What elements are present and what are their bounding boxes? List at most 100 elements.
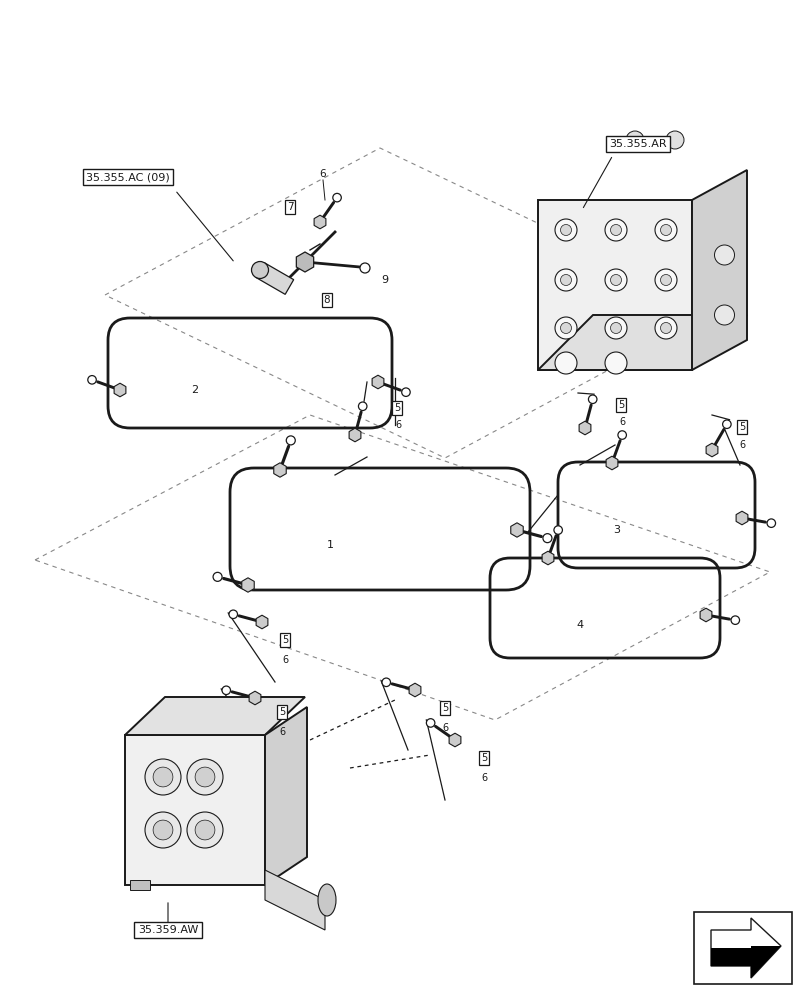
Circle shape: [213, 572, 222, 581]
Text: 5: 5: [442, 703, 448, 713]
Circle shape: [731, 616, 739, 624]
Text: 35.359.AW: 35.359.AW: [138, 925, 198, 935]
Circle shape: [427, 719, 435, 727]
Polygon shape: [692, 170, 747, 370]
Polygon shape: [265, 870, 325, 930]
Polygon shape: [256, 615, 268, 629]
Text: 1: 1: [326, 540, 334, 550]
Polygon shape: [579, 421, 591, 435]
Polygon shape: [274, 463, 286, 477]
Text: 6: 6: [279, 727, 285, 737]
Text: 5: 5: [279, 707, 285, 717]
Circle shape: [153, 767, 173, 787]
Circle shape: [333, 193, 341, 202]
Polygon shape: [511, 523, 524, 537]
Circle shape: [360, 263, 370, 273]
Circle shape: [767, 519, 776, 527]
Circle shape: [359, 402, 367, 411]
Polygon shape: [125, 697, 305, 735]
Polygon shape: [297, 252, 314, 272]
Circle shape: [187, 759, 223, 795]
Text: 9: 9: [381, 275, 389, 285]
Circle shape: [251, 261, 268, 278]
Text: 6: 6: [282, 655, 288, 665]
Circle shape: [555, 352, 577, 374]
Polygon shape: [606, 456, 618, 470]
Polygon shape: [349, 428, 361, 442]
Polygon shape: [314, 215, 326, 229]
Polygon shape: [736, 511, 748, 525]
Circle shape: [195, 767, 215, 787]
Polygon shape: [409, 683, 421, 697]
Polygon shape: [700, 608, 712, 622]
Text: 2: 2: [191, 385, 199, 395]
Text: 5: 5: [618, 400, 624, 410]
Circle shape: [605, 317, 627, 339]
Circle shape: [543, 534, 552, 543]
Text: 6: 6: [481, 773, 487, 783]
Circle shape: [611, 225, 621, 235]
Text: 4: 4: [576, 620, 583, 630]
Polygon shape: [538, 200, 692, 370]
Circle shape: [195, 820, 215, 840]
Circle shape: [655, 317, 677, 339]
Circle shape: [660, 322, 671, 334]
Polygon shape: [372, 375, 384, 389]
Polygon shape: [256, 263, 293, 294]
Text: 8: 8: [324, 295, 330, 305]
Circle shape: [655, 269, 677, 291]
Circle shape: [222, 686, 230, 695]
Text: 6: 6: [395, 420, 401, 430]
Circle shape: [145, 759, 181, 795]
Circle shape: [605, 219, 627, 241]
Circle shape: [382, 678, 390, 687]
Polygon shape: [711, 918, 781, 978]
Circle shape: [286, 436, 295, 445]
Text: 35.355.AR: 35.355.AR: [609, 139, 667, 149]
Text: 5: 5: [481, 753, 487, 763]
Polygon shape: [706, 443, 718, 457]
Text: 3: 3: [613, 525, 621, 535]
Circle shape: [714, 245, 734, 265]
Circle shape: [555, 219, 577, 241]
Circle shape: [605, 269, 627, 291]
Text: 6: 6: [619, 417, 625, 427]
Circle shape: [714, 305, 734, 325]
Ellipse shape: [318, 884, 336, 916]
Circle shape: [666, 131, 684, 149]
Text: 6: 6: [320, 169, 326, 179]
Circle shape: [618, 431, 626, 439]
Circle shape: [660, 225, 671, 235]
Circle shape: [561, 225, 571, 235]
Text: 6: 6: [442, 723, 448, 733]
Polygon shape: [125, 735, 265, 885]
Text: 35.355.AC (09): 35.355.AC (09): [86, 172, 170, 182]
Text: 5: 5: [393, 403, 400, 413]
Circle shape: [561, 274, 571, 286]
Circle shape: [660, 274, 671, 286]
Circle shape: [145, 812, 181, 848]
Bar: [694, 912, 792, 984]
Polygon shape: [114, 383, 126, 397]
Polygon shape: [711, 946, 781, 978]
Text: 7: 7: [287, 202, 293, 212]
Circle shape: [229, 610, 238, 619]
Circle shape: [655, 219, 677, 241]
Circle shape: [611, 274, 621, 286]
Text: 5: 5: [739, 422, 745, 432]
Polygon shape: [538, 315, 747, 370]
Circle shape: [626, 131, 644, 149]
Circle shape: [153, 820, 173, 840]
Circle shape: [561, 322, 571, 334]
Circle shape: [611, 322, 621, 334]
Polygon shape: [542, 551, 554, 565]
Polygon shape: [449, 733, 461, 747]
Circle shape: [588, 395, 597, 404]
Circle shape: [88, 376, 96, 384]
Circle shape: [187, 812, 223, 848]
Circle shape: [605, 352, 627, 374]
Text: 5: 5: [282, 635, 288, 645]
Text: 6: 6: [739, 440, 745, 450]
Polygon shape: [242, 578, 255, 592]
Circle shape: [555, 269, 577, 291]
